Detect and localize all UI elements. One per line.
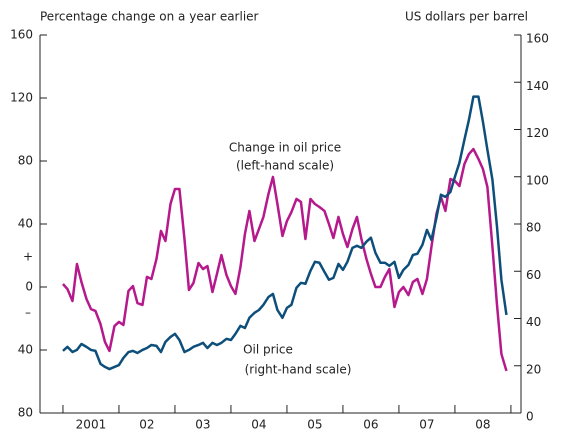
y-tick-label: 160	[10, 28, 33, 42]
x-tick-label: 03	[195, 418, 210, 432]
y-tick-label: 40	[18, 343, 33, 357]
y2-tick-label: 0	[526, 410, 534, 424]
y2-tick-label: 100	[526, 173, 549, 187]
annotation: Change in oil price	[229, 141, 341, 155]
y2-tick-label: 120	[526, 126, 549, 140]
x-tick-label: 08	[475, 418, 490, 432]
series-line	[62, 95, 508, 371]
x-tick-label: 04	[251, 418, 266, 432]
x-tick-label: 05	[307, 418, 322, 432]
annotation: Oil price	[243, 343, 293, 357]
y-tick-label: 120	[10, 91, 33, 105]
x-tick-label: 07	[419, 418, 434, 432]
y2-tick-label: 160	[526, 32, 549, 46]
y-tick-label: 80	[18, 154, 33, 168]
x-tick-label: 06	[363, 418, 378, 432]
series-line	[62, 147, 508, 372]
annotation: (right-hand scale)	[245, 363, 352, 377]
y-axis-label: Percentage change on a year earlier	[40, 10, 259, 24]
y-tick-label: 80	[18, 406, 33, 420]
annotation: (left-hand scale)	[236, 159, 334, 173]
x-tick-label: 02	[139, 418, 154, 432]
x-tick-label: 2001	[76, 418, 107, 432]
y2-tick-label: 140	[526, 79, 549, 93]
sign-label: –	[25, 306, 31, 320]
y2-axis-label: US dollars per barrel	[405, 10, 528, 24]
y-tick-label: 40	[18, 217, 33, 231]
y2-tick-label: 40	[526, 315, 541, 329]
sign-label: +	[23, 250, 33, 264]
y-tick-label: 0	[25, 280, 33, 294]
y2-tick-label: 80	[526, 221, 541, 235]
y2-tick-label: 60	[526, 268, 541, 282]
y2-tick-label: 20	[526, 362, 541, 376]
